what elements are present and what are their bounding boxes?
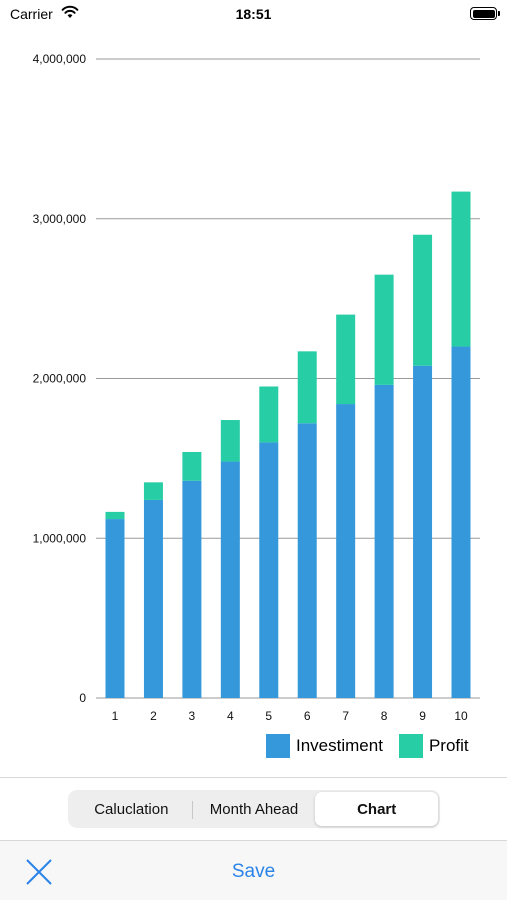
y-tick-label: 0 <box>79 691 86 705</box>
x-tick-label: 4 <box>227 709 234 723</box>
bar-investiment-1 <box>105 519 125 698</box>
y-tick-label: 3,000,000 <box>33 212 87 226</box>
x-tick-label: 9 <box>419 709 426 723</box>
bar-profit-7 <box>336 314 356 405</box>
segment-month-ahead[interactable]: Month Ahead <box>209 800 299 818</box>
bar-investiment-5 <box>259 442 279 698</box>
bar-investiment-4 <box>220 461 240 698</box>
y-tick-label: 2,000,000 <box>33 372 87 386</box>
bar-investiment-9 <box>413 365 433 698</box>
bar-profit-9 <box>413 234 433 366</box>
bottom-toolbar: Save <box>0 841 507 900</box>
x-tick-label: 3 <box>189 709 196 723</box>
legend-swatch-investiment <box>266 734 290 758</box>
save-button[interactable]: Save <box>231 861 276 882</box>
carrier-label: Carrier <box>10 6 53 22</box>
x-tick-label: 1 <box>112 709 119 723</box>
chart-legend: Investiment Profit <box>266 734 485 758</box>
bar-investiment-7 <box>336 404 356 698</box>
stacked-bar-chart: 0 1,000,000 2,000,000 3,000,000 4,000,000 1 2 3… <box>0 40 507 780</box>
bar-profit-8 <box>374 274 394 385</box>
bar-profit-1 <box>105 511 125 520</box>
legend-entry-profit: Profit <box>398 734 469 758</box>
battery-icon <box>470 7 500 20</box>
bar-profit-10 <box>451 191 471 347</box>
bar-investiment-8 <box>374 384 394 698</box>
bar-investiment-2 <box>143 499 163 698</box>
chart-canvas: 0 1,000,000 2,000,000 3,000,000 4,000,000 1 2 3… <box>33 52 480 723</box>
wifi-icon <box>61 5 79 24</box>
x-tick-label: 5 <box>265 709 272 723</box>
x-tick-label: 2 <box>150 709 157 723</box>
bar-profit-2 <box>143 482 163 500</box>
view-segmented-control[interactable]: Caluclation Month Ahead Chart <box>68 790 440 828</box>
status-bar: Carrier 18:51 <box>0 0 507 30</box>
bar-investiment-3 <box>182 480 202 698</box>
x-tick-label: 10 <box>454 709 468 723</box>
bar-investiment-6 <box>297 423 317 698</box>
toolbar-divider <box>0 840 507 841</box>
close-icon[interactable] <box>24 857 54 887</box>
bar-profit-4 <box>220 420 240 462</box>
segment-caluclation[interactable]: Caluclation <box>70 792 193 826</box>
x-tick-label: 7 <box>342 709 349 723</box>
legend-label-profit: Profit <box>428 736 469 755</box>
x-tick-label: 6 <box>304 709 311 723</box>
legend-label-investiment: Investiment <box>296 736 383 755</box>
bar-profit-6 <box>297 351 317 424</box>
legend-entry-investiment: Investiment <box>266 734 383 758</box>
bar-profit-3 <box>182 451 202 481</box>
bar-profit-5 <box>259 386 279 443</box>
segment-chart[interactable]: Chart <box>315 792 439 826</box>
clock: 18:51 <box>235 6 272 22</box>
x-tick-label: 8 <box>381 709 388 723</box>
bar-investiment-10 <box>451 346 471 698</box>
divider <box>0 777 507 778</box>
legend-swatch-profit <box>398 734 423 758</box>
y-tick-label: 1,000,000 <box>33 531 87 545</box>
y-tick-label: 4,000,000 <box>33 52 87 66</box>
